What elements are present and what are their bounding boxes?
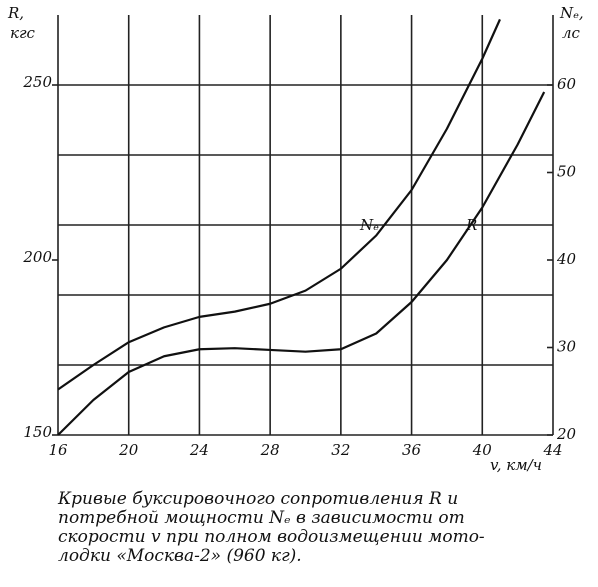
x-tick-label: 28 — [260, 441, 280, 459]
y-axis-label: R, — [7, 4, 24, 22]
line — [57, 91, 546, 436]
caption-line: Кривые буксировочного сопротивления R и — [58, 489, 459, 509]
y-tick-label: 250 — [22, 73, 52, 91]
x-tick-label: 16 — [48, 441, 68, 459]
y2-axis-label: Nₑ, — [559, 4, 584, 22]
line — [57, 18, 501, 391]
y2-tick-label: 40 — [556, 250, 577, 268]
series-label: R — [465, 216, 477, 234]
caption-line: потребной мощности Nₑ в зависимости от — [58, 508, 465, 528]
caption-line: скорости v при полном водоизмещении мото… — [58, 527, 485, 547]
chart: 16 20 24 28 32 36 40 44 150 200 250 20 30 40 50 60 R, кгс… — [7, 4, 584, 474]
x-tick-label: 36 — [402, 441, 422, 459]
y-tick-label: 150 — [23, 423, 52, 441]
y-tick-label: 200 — [22, 248, 52, 266]
x-tick-label: 20 — [118, 441, 139, 459]
x-tick-label: 40 — [472, 441, 493, 459]
y2-tick-label: 20 — [556, 425, 577, 443]
y2-tick-label: 60 — [557, 75, 577, 93]
caption-line: лодки «Москва-2» (960 кг). — [58, 546, 302, 566]
y-axis-label: кгс — [10, 24, 36, 42]
y2-axis-label: лс — [562, 24, 581, 42]
series-label: Nₑ — [359, 216, 379, 234]
y2-tick-label: 30 — [557, 338, 577, 356]
x-tick-label: 24 — [189, 441, 209, 459]
x-axis-label: v, км/ч — [490, 456, 542, 474]
y2-tick-label: 50 — [557, 163, 577, 181]
x-tick-label: 44 — [542, 441, 562, 459]
x-tick-label: 32 — [331, 441, 350, 459]
